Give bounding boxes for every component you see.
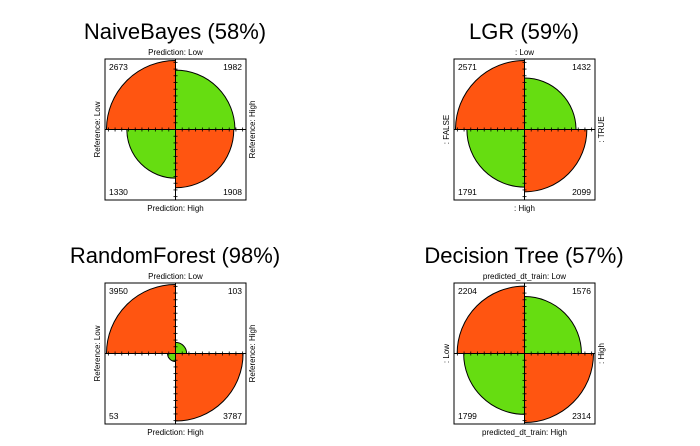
wedge-top-left: [456, 285, 525, 354]
count-bottom-left: 53: [109, 411, 119, 421]
right-label: : High: [597, 343, 606, 364]
panel-title: RandomForest (98%): [70, 243, 280, 268]
count-bottom-left: 1330: [109, 187, 128, 197]
wedge-top-left: [454, 59, 525, 130]
count-top-right: 1982: [223, 62, 242, 72]
fourfold-panel: RandomForest (98%) Prediction: Low Predict…: [70, 243, 280, 437]
count-top-right: 1576: [572, 286, 591, 296]
count-top-left: 3950: [109, 286, 128, 296]
bottom-label: : High: [514, 204, 535, 213]
bottom-label: predicted_dt_train: High: [482, 428, 567, 437]
count-bottom-right: 2099: [572, 187, 591, 197]
top-label: Prediction: Low: [148, 272, 203, 281]
top-label: predicted_dt_train: Low: [483, 272, 566, 281]
left-label: : Low: [442, 344, 451, 363]
count-top-left: 2673: [109, 62, 128, 72]
top-label: : Low: [515, 48, 534, 57]
wedge-top-left: [105, 59, 176, 130]
wedge-top-right: [524, 77, 577, 130]
wedge-top-left: [105, 283, 176, 354]
wedge-bottom-right: [175, 353, 244, 422]
count-bottom-left: 1799: [458, 411, 477, 421]
fourfold-panel: LGR (59%) : Low : High : FALSE : TRUE 2571 143…: [442, 19, 606, 213]
wedge-bottom-left: [466, 129, 525, 188]
count-bottom-left: 1791: [458, 187, 477, 197]
wedge-bottom-left: [126, 129, 176, 179]
wedge-top-right: [175, 341, 188, 354]
count-bottom-right: 3787: [223, 411, 242, 421]
left-label: Reference: Low: [93, 325, 102, 381]
count-top-left: 2204: [458, 286, 477, 296]
left-label: Reference: Low: [93, 101, 102, 157]
left-label: : FALSE: [442, 115, 451, 144]
wedge-bottom-right: [524, 353, 595, 424]
count-bottom-right: 1908: [223, 187, 242, 197]
right-label: : TRUE: [597, 116, 606, 142]
top-label: Prediction: Low: [148, 48, 203, 57]
right-label: Reference: High: [248, 325, 257, 383]
wedge-bottom-right: [524, 129, 588, 193]
wedge-top-right: [175, 69, 236, 130]
fourfold-panel: Decision Tree (57%) predicted_dt_train: L…: [424, 243, 623, 437]
fourfold-panel: NaiveBayes (58%) Prediction: Low Predictio…: [84, 19, 266, 213]
wedge-bottom-right: [175, 129, 235, 189]
panel-title: NaiveBayes (58%): [84, 19, 266, 44]
count-bottom-right: 2314: [572, 411, 591, 421]
count-top-left: 2571: [458, 62, 477, 72]
bottom-label: Prediction: High: [147, 428, 203, 437]
count-top-right: 103: [228, 286, 242, 296]
right-label: Reference: High: [248, 101, 257, 159]
bottom-label: Prediction: High: [147, 204, 203, 213]
wedge-top-right: [524, 296, 582, 354]
wedge-bottom-left: [463, 353, 525, 415]
count-top-right: 1432: [572, 62, 591, 72]
panel-title: Decision Tree (57%): [424, 243, 623, 268]
panel-title: LGR (59%): [469, 19, 579, 44]
